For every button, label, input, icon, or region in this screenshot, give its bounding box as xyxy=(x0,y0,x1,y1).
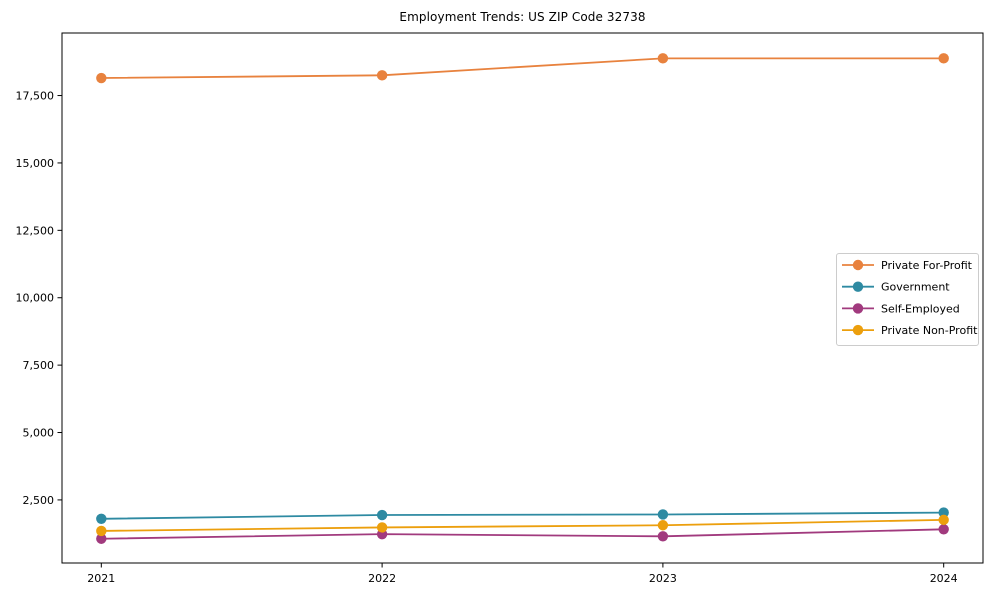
data-point-government xyxy=(376,509,388,521)
x-axis-tick-label: 2022 xyxy=(368,572,396,585)
legend-marker xyxy=(852,324,864,336)
data-point-government xyxy=(938,507,949,518)
data-point-private-non-profit xyxy=(376,522,388,533)
y-axis-tick-label: 7,500 xyxy=(23,359,55,372)
data-point-self-employed xyxy=(96,533,107,544)
y-axis-tick-label: 5,000 xyxy=(23,427,55,440)
x-axis-tick-label: 2021 xyxy=(87,572,115,585)
data-point-private-for-profit xyxy=(938,53,949,64)
chart-title: Employment Trends: US ZIP Code 32738 xyxy=(399,10,646,24)
y-axis-tick-label: 2,500 xyxy=(23,494,55,507)
legend-label: Government xyxy=(881,281,950,294)
data-point-private-non-profit xyxy=(938,514,949,526)
data-point-self-employed xyxy=(657,531,669,542)
series-line-government xyxy=(101,511,944,520)
data-point-private-non-profit xyxy=(96,525,107,537)
series-line-self-employed xyxy=(101,528,944,540)
legend-label: Private Non-Profit xyxy=(881,324,978,337)
y-axis-tick-label: 12,500 xyxy=(16,224,55,237)
y-axis-tick-label: 10,000 xyxy=(16,292,55,305)
series-line-private-for-profit xyxy=(101,57,944,79)
data-point-private-for-profit xyxy=(376,70,388,81)
legend-marker xyxy=(852,303,864,314)
legend-label: Private For-Profit xyxy=(881,259,973,272)
data-point-government xyxy=(657,509,669,520)
data-point-private-non-profit xyxy=(657,520,669,531)
legend-box xyxy=(836,253,979,346)
x-axis-tick-label: 2023 xyxy=(649,572,677,585)
legend-marker xyxy=(852,281,864,292)
legend-label: Self-Employed xyxy=(881,302,960,315)
data-point-government xyxy=(96,513,107,524)
x-axis-tick-label: 2024 xyxy=(930,572,958,585)
series-line-private-non-profit xyxy=(101,518,944,532)
y-axis-tick-label: 17,500 xyxy=(16,90,55,103)
legend-marker xyxy=(852,259,864,271)
data-point-private-for-profit xyxy=(96,72,107,84)
data-point-self-employed xyxy=(938,524,949,535)
y-axis-tick-label: 15,000 xyxy=(16,157,55,170)
data-point-private-for-profit xyxy=(657,53,669,64)
